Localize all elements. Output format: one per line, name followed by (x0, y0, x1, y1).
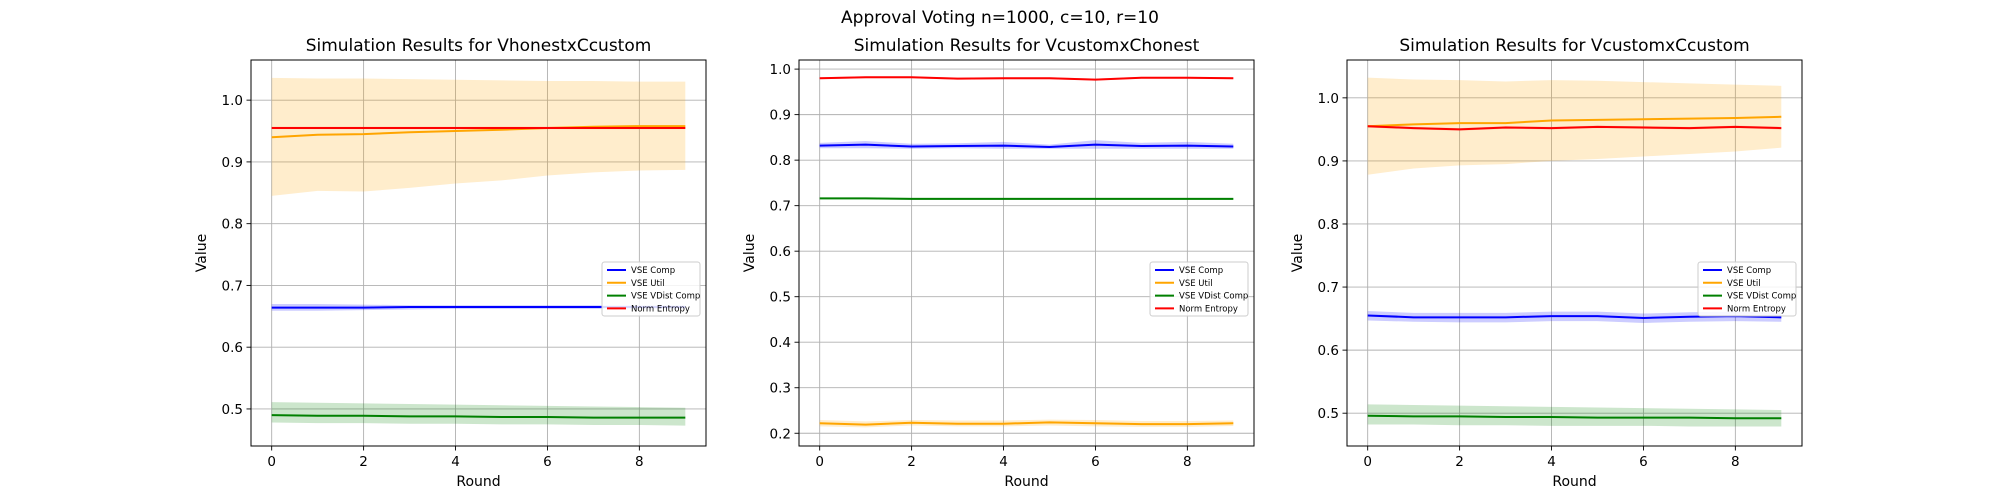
y-tick-label: 0.9 (770, 108, 791, 124)
axes-frame (798, 59, 1255, 447)
x-axis-label: Round (1004, 474, 1048, 490)
x-tick-label: 0 (815, 454, 824, 470)
y-tick-label: 0.6 (1318, 343, 1339, 359)
legend-label: VSE VDist Comp (1179, 292, 1248, 302)
series-line-vse-util (1367, 115, 1782, 128)
y-tick-label: 0.7 (1318, 280, 1339, 296)
y-axis-label: Value (1290, 234, 1306, 272)
x-tick-label: 2 (907, 454, 916, 470)
y-axis-label: Value (194, 234, 210, 272)
legend-label: VSE Util (631, 279, 665, 289)
series-line-vse-util (819, 421, 1234, 426)
y-axis-label: Value (742, 234, 758, 272)
y-tick-label: 1.0 (222, 93, 243, 109)
band-vse-util (1367, 77, 1782, 175)
legend-label: VSE Util (1179, 279, 1213, 289)
legend: VSE Comp VSE Util VSE VDist Comp Norm Entro… (1149, 261, 1249, 317)
y-tick-label: 0.9 (222, 155, 243, 171)
series-line-norm-entropy (819, 76, 1234, 81)
y-tick-label: 0.6 (222, 340, 243, 356)
y-tick-label: 0.7 (222, 278, 243, 294)
y-tick-label: 0.8 (1318, 217, 1339, 233)
series-line-vse-util (271, 125, 686, 139)
legend-label: VSE Comp (1179, 266, 1223, 276)
x-tick-label: 0 (267, 454, 276, 470)
x-tick-label: 6 (1639, 454, 1648, 470)
chart-panel-3: 0 2 4 6 8 0.5 0.6 0.7 0.8 0.9 1.0 Simulation Result… (1290, 36, 1803, 490)
y-tick-label: 0.2 (770, 426, 791, 442)
series-line-vse-vdist-comp (271, 414, 686, 419)
y-tick-label: 0.5 (222, 402, 243, 418)
y-tick-label: 0.8 (222, 217, 243, 233)
x-tick-label: 4 (1547, 454, 1556, 470)
series-line-vse-comp (819, 143, 1234, 148)
x-tick-label: 6 (1091, 454, 1100, 470)
x-tick-label: 2 (359, 454, 368, 470)
y-tick-label: 1.0 (770, 62, 791, 78)
chart-title: Simulation Results for VcustomxChonest (854, 36, 1200, 56)
legend-box (1149, 261, 1249, 317)
y-tick-label: 0.6 (770, 244, 791, 260)
legend-label: VSE VDist Comp (1727, 292, 1796, 302)
legend-label: Norm Entropy (631, 304, 690, 314)
legend-box (601, 261, 701, 317)
legend: VSE Comp VSE Util VSE VDist Comp Norm Entro… (1697, 261, 1797, 317)
band-vse-vdist-comp (1367, 404, 1782, 427)
axes-frame (1346, 59, 1803, 447)
x-tick-label: 4 (451, 454, 460, 470)
axes-frame (250, 59, 707, 447)
x-tick-label: 8 (1183, 454, 1192, 470)
y-tick-label: 0.9 (1318, 154, 1339, 170)
legend-label: Norm Entropy (1179, 304, 1238, 314)
chart-title: Simulation Results for VcustomxCcustom (1399, 36, 1749, 56)
y-tick-label: 0.4 (770, 335, 791, 351)
y-tick-label: 0.8 (770, 153, 791, 169)
legend-label: VSE Comp (1727, 266, 1771, 276)
y-tick-label: 0.5 (1318, 406, 1339, 422)
x-tick-label: 6 (543, 454, 552, 470)
series-line-norm-entropy (1367, 125, 1782, 131)
y-tick-label: 0.7 (770, 199, 791, 215)
legend: VSE Comp VSE Util VSE VDist Comp Norm Entro… (601, 261, 701, 317)
band-vse-vdist-comp (271, 402, 686, 426)
x-axis-label: Round (1552, 474, 1596, 490)
chart-panel-1: 0 2 4 6 8 0.5 0.6 0.7 0.8 0.9 1.0 Simulation Result… (194, 36, 707, 490)
chart-panel-2: 0 2 4 6 8 0.2 0.3 0.4 0.5 0.6 0.7 0.8 0.9 1.0 Simulati… (742, 36, 1255, 490)
legend-label: VSE VDist Comp (631, 292, 700, 302)
x-tick-label: 8 (1731, 454, 1740, 470)
x-tick-label: 0 (1363, 454, 1372, 470)
figure-suptitle: Approval Voting n=1000, c=10, r=10 (841, 8, 1159, 28)
x-tick-label: 4 (999, 454, 1008, 470)
y-tick-label: 0.3 (770, 381, 791, 397)
x-tick-label: 2 (1455, 454, 1464, 470)
legend-label: VSE Comp (631, 266, 675, 276)
band-vse-util (271, 77, 686, 196)
legend-label: VSE Util (1727, 279, 1761, 289)
y-tick-label: 0.5 (770, 290, 791, 306)
series-line-vse-vdist-comp (1367, 414, 1782, 420)
x-axis-label: Round (456, 474, 500, 490)
legend-box (1697, 261, 1797, 317)
x-tick-label: 8 (635, 454, 644, 470)
y-tick-label: 1.0 (1318, 91, 1339, 107)
chart-title: Simulation Results for VhonestxCcustom (306, 36, 652, 56)
legend-label: Norm Entropy (1727, 304, 1786, 314)
